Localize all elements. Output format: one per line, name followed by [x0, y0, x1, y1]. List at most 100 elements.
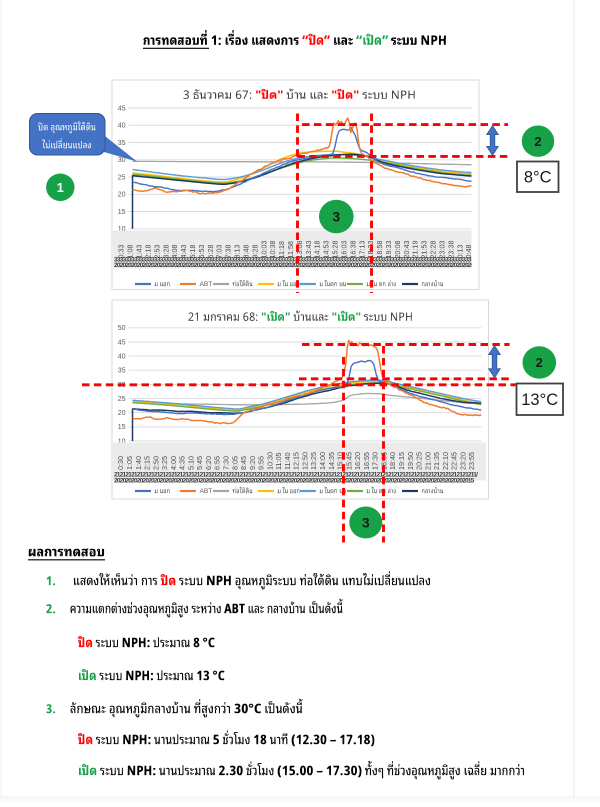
svg-text:18:05: 18:05 [379, 452, 388, 470]
svg-text:40: 40 [118, 354, 126, 361]
svg-text:15:10: 15:10 [336, 452, 345, 470]
svg-text:13:25: 13:25 [309, 452, 318, 470]
svg-text:14:18: 14:18 [313, 241, 322, 259]
svg-text:ABT: ABT [200, 281, 213, 288]
svg-text:12:50: 12:50 [301, 452, 310, 470]
svg-text:14:35: 14:35 [327, 452, 336, 470]
svg-text:1:40: 1:40 [134, 456, 143, 470]
svg-text:22:28: 22:28 [429, 241, 438, 259]
svg-text:23:20: 23:20 [458, 452, 467, 470]
svg-text:22:45: 22:45 [450, 452, 459, 470]
svg-text:12:15: 12:15 [292, 452, 301, 470]
svg-text:18:40: 18:40 [388, 452, 397, 470]
svg-text:10: 10 [118, 438, 126, 445]
svg-text:7:38: 7:38 [224, 245, 233, 259]
svg-text:40: 40 [118, 123, 126, 130]
svg-text:6:20: 6:20 [204, 456, 213, 470]
svg-text:7:30: 7:30 [222, 456, 231, 470]
svg-text:21:35: 21:35 [432, 452, 441, 470]
svg-text:8:48: 8:48 [241, 245, 250, 259]
svg-text:10:03: 10:03 [259, 241, 268, 259]
svg-text:10:38: 10:38 [268, 241, 277, 259]
svg-text:11:58: 11:58 [286, 241, 295, 258]
svg-text:19:15: 19:15 [397, 452, 406, 470]
svg-text:15: 15 [118, 424, 126, 431]
svg-text:14:53: 14:53 [322, 241, 331, 259]
svg-text:16:38: 16:38 [348, 241, 357, 259]
svg-text:23:03: 23:03 [438, 241, 447, 259]
svg-text:20: 20 [118, 410, 126, 417]
svg-text:25: 25 [118, 174, 126, 181]
svg-text:212121212121212121212121212121: 2121212121212121212121212121212121212121… [114, 472, 478, 479]
svg-text:20: 20 [118, 192, 126, 199]
svg-text:22:10: 22:10 [441, 452, 450, 470]
svg-text:4:43: 4:43 [179, 245, 188, 259]
svg-text:1: 1 [57, 180, 64, 195]
svg-text:21:19: 21:19 [411, 241, 420, 259]
svg-text:35: 35 [118, 140, 126, 147]
svg-text:8:13: 8:13 [233, 245, 242, 259]
svg-text:45: 45 [118, 105, 126, 112]
svg-text:0:48: 0:48 [464, 245, 473, 259]
svg-text:9:20: 9:20 [248, 456, 257, 470]
svg-text:15:45: 15:45 [344, 452, 353, 470]
svg-text:9:28: 9:28 [250, 245, 259, 259]
svg-text:11:05: 11:05 [274, 453, 283, 470]
svg-text:0:33: 0:33 [117, 245, 126, 259]
svg-text:14:00: 14:00 [318, 452, 327, 470]
svg-text:15: 15 [118, 209, 126, 216]
svg-text:23:38: 23:38 [446, 241, 455, 259]
svg-text:3: 3 [332, 209, 340, 225]
svg-text:20:08: 20:08 [393, 241, 402, 259]
svg-text:6:55: 6:55 [213, 456, 222, 470]
svg-text:13:43: 13:43 [304, 241, 313, 259]
svg-text:5:45: 5:45 [195, 456, 204, 470]
svg-text:21:53: 21:53 [420, 241, 429, 259]
svg-text:23:55: 23:55 [467, 452, 476, 470]
svg-text:1:05: 1:05 [125, 456, 134, 470]
svg-text:10: 10 [118, 226, 126, 233]
svg-text:202020202020202020202020202020: 2020202020202020202020202020202020202020… [114, 478, 475, 485]
svg-text:2: 2 [534, 134, 541, 149]
svg-text:10:30: 10:30 [265, 452, 274, 470]
svg-text:3:28: 3:28 [161, 245, 170, 259]
svg-text:3:25: 3:25 [160, 456, 169, 470]
svg-text:1:08: 1:08 [126, 245, 135, 259]
svg-text:2:15: 2:15 [143, 456, 152, 470]
svg-text:9:55: 9:55 [257, 456, 266, 470]
svg-text:18:58: 18:58 [375, 241, 384, 259]
svg-text:11:40: 11:40 [283, 453, 292, 470]
svg-text:5:53: 5:53 [197, 245, 206, 259]
svg-text:50: 50 [118, 325, 126, 332]
svg-text:1:43: 1:43 [135, 245, 144, 259]
svg-text:25: 25 [118, 396, 126, 403]
svg-text:45: 45 [118, 339, 126, 346]
svg-text:0:13: 0:13 [455, 245, 464, 259]
svg-text:8:45: 8:45 [239, 456, 248, 470]
svg-text:4:08: 4:08 [170, 245, 179, 259]
svg-text:16:55: 16:55 [362, 452, 371, 470]
svg-text:5:10: 5:10 [186, 456, 195, 470]
svg-text:19:50: 19:50 [406, 452, 415, 470]
svg-text:8:05: 8:05 [230, 456, 239, 470]
svg-text:3: 3 [362, 515, 370, 531]
svg-text:11:18: 11:18 [277, 241, 286, 258]
svg-text:202020202020202020202020202020: 2020202020202020202020202020202020202020… [114, 262, 480, 269]
svg-text:13°C: 13°C [521, 391, 558, 409]
svg-text:7:03: 7:03 [215, 245, 224, 259]
svg-text:19:33: 19:33 [384, 241, 393, 259]
svg-text:0:30: 0:30 [116, 456, 125, 470]
svg-text:5:18: 5:18 [188, 245, 197, 259]
svg-text:16:03: 16:03 [340, 241, 349, 259]
svg-text:2: 2 [536, 355, 543, 370]
svg-text:2:53: 2:53 [152, 245, 161, 259]
svg-text:17:13: 17:13 [357, 241, 366, 259]
svg-text:35: 35 [118, 368, 126, 375]
svg-text:15:28: 15:28 [331, 241, 340, 259]
svg-text:ABT: ABT [200, 488, 213, 495]
svg-text:2:18: 2:18 [143, 245, 152, 259]
svg-text:13:08: 13:08 [295, 241, 304, 259]
svg-text:333333333333333333333333333333: 3333333333333333333333333333333333333333… [114, 257, 480, 264]
svg-text:2:50: 2:50 [151, 456, 160, 470]
svg-text:20:25: 20:25 [415, 452, 424, 470]
